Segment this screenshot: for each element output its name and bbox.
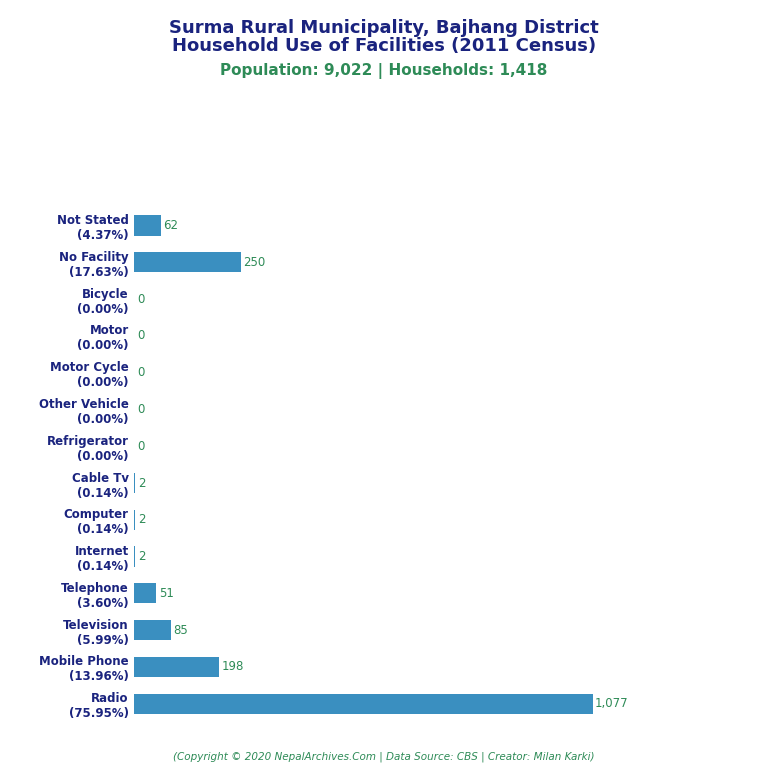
Text: (Copyright © 2020 NepalArchives.Com | Data Source: CBS | Creator: Milan Karki): (Copyright © 2020 NepalArchives.Com | Da…: [174, 751, 594, 762]
Bar: [134, 694, 592, 713]
Text: 1,077: 1,077: [595, 697, 629, 710]
Bar: [134, 252, 240, 273]
Text: 2: 2: [137, 550, 145, 563]
Bar: [134, 620, 170, 641]
Bar: [134, 583, 156, 604]
Text: 0: 0: [137, 329, 144, 343]
Text: 0: 0: [137, 403, 144, 416]
Text: 2: 2: [137, 476, 145, 489]
Text: 250: 250: [243, 256, 266, 269]
Text: 198: 198: [221, 660, 243, 674]
Text: 62: 62: [164, 219, 178, 232]
Bar: [134, 547, 135, 567]
Text: 0: 0: [137, 366, 144, 379]
Text: 2: 2: [137, 513, 145, 526]
Text: Population: 9,022 | Households: 1,418: Population: 9,022 | Households: 1,418: [220, 63, 548, 79]
Text: 85: 85: [173, 624, 188, 637]
Bar: [134, 510, 135, 530]
Text: 0: 0: [137, 440, 144, 453]
Text: Surma Rural Municipality, Bajhang District: Surma Rural Municipality, Bajhang Distri…: [169, 19, 599, 37]
Text: 0: 0: [137, 293, 144, 306]
Text: 51: 51: [159, 587, 174, 600]
Text: Household Use of Facilities (2011 Census): Household Use of Facilities (2011 Census…: [172, 37, 596, 55]
Bar: [134, 657, 219, 677]
Bar: [134, 216, 161, 236]
Bar: [134, 473, 135, 493]
